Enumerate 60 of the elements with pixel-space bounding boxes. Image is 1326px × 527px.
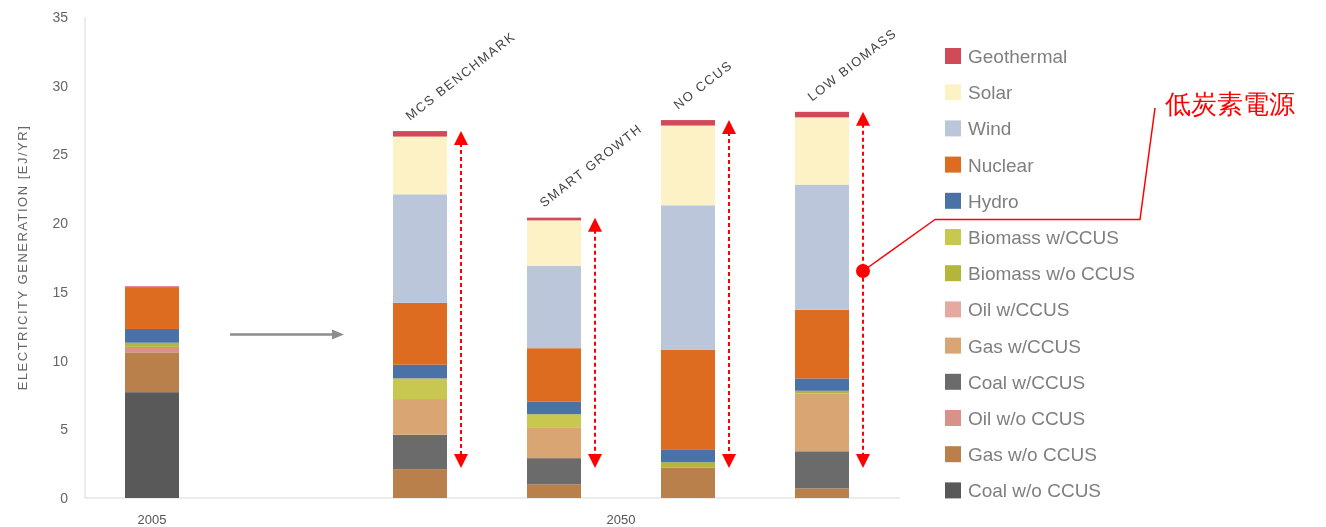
y-tick-label: 5 — [60, 421, 69, 438]
bar — [661, 125, 715, 206]
text: 2050 — [606, 512, 636, 527]
bar — [795, 111, 849, 118]
legend-label: Coal w/o CCUS — [968, 480, 1102, 502]
bar — [527, 458, 581, 485]
y-tick-label: 25 — [52, 146, 69, 163]
legend-label: Nuclear — [968, 154, 1035, 176]
legend-label: Hydro — [968, 190, 1019, 212]
bar — [393, 469, 447, 498]
bar — [527, 427, 581, 459]
bar — [125, 287, 179, 329]
legend-label: Gas w/o CCUS — [968, 444, 1097, 466]
bar — [795, 184, 849, 310]
bar — [393, 378, 447, 400]
bar — [795, 309, 849, 379]
bar — [661, 205, 715, 350]
bar — [393, 194, 447, 303]
y-tick-label: 30 — [52, 77, 69, 94]
bar — [527, 348, 581, 402]
x-tick-label: 2005 — [137, 512, 167, 527]
legend-label: Geothermal — [968, 46, 1068, 67]
bar — [393, 136, 447, 195]
bar — [527, 484, 581, 498]
bar — [661, 467, 715, 498]
bar — [125, 328, 179, 343]
bar — [795, 378, 849, 391]
bar — [795, 390, 849, 394]
legend-label: Wind — [968, 118, 1012, 140]
y-tick-label: 15 — [52, 283, 69, 300]
text: 低炭素電源 — [1165, 89, 1295, 119]
bar — [393, 399, 447, 435]
bar — [527, 265, 581, 349]
legend-label: Solar — [968, 82, 1014, 104]
legend-label: Oil w/CCUS — [968, 299, 1070, 321]
bar — [393, 131, 447, 137]
bar — [527, 220, 581, 266]
legend-label: Biomass w/o CCUS — [968, 263, 1135, 285]
bar — [393, 434, 447, 470]
bar — [795, 393, 849, 452]
bar — [527, 401, 581, 415]
legend-label: Coal w/CCUS — [968, 371, 1086, 393]
y-tick-label: 0 — [60, 490, 69, 506]
y-axis-title: ELECTRICITY GENERATION [EJ/YR] — [15, 124, 30, 391]
legend-label: Gas w/CCUS — [968, 335, 1081, 357]
legend-label: Oil w/o CCUS — [968, 408, 1086, 429]
bar — [393, 302, 447, 365]
bar — [795, 451, 849, 489]
bar — [661, 349, 715, 450]
bar — [795, 488, 849, 498]
legend-label: Biomass w/CCUS — [968, 227, 1119, 248]
bar — [661, 120, 715, 126]
bar — [393, 364, 447, 379]
bar — [661, 462, 715, 468]
y-tick-label: 35 — [52, 9, 69, 25]
bar — [527, 414, 581, 428]
bar — [795, 117, 849, 185]
bar — [661, 449, 715, 463]
y-tick-label: 20 — [52, 215, 69, 232]
y-tick-label: 10 — [52, 352, 69, 369]
